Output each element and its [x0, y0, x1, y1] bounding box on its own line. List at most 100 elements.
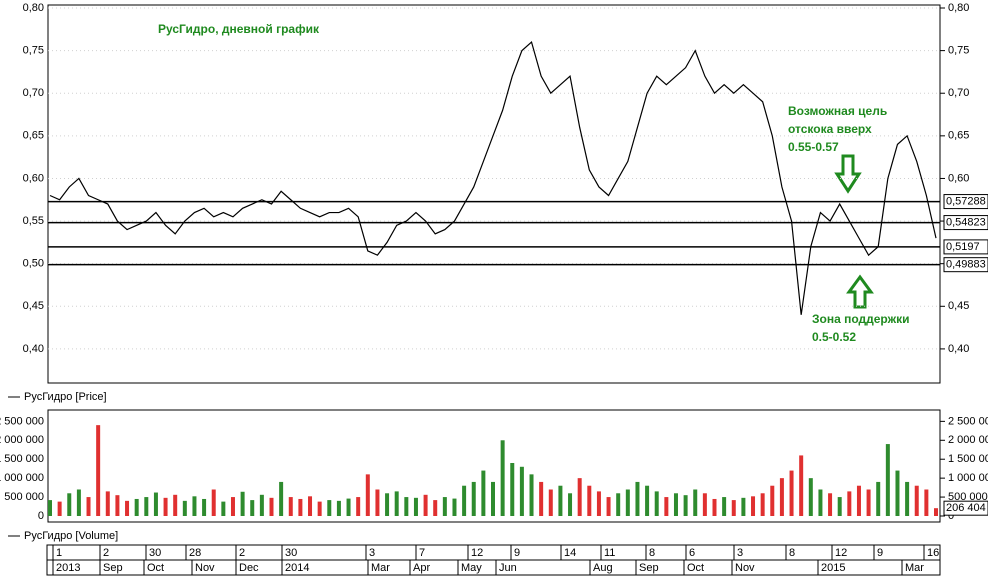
volume-bar — [895, 470, 900, 516]
period-label: Oct — [687, 562, 704, 574]
volume-bar — [57, 501, 62, 516]
period-label: Oct — [147, 562, 164, 574]
volume-bar — [914, 485, 919, 516]
legend-volume: РусГидро [Volume] — [24, 530, 118, 542]
volume-bar — [298, 498, 303, 516]
volume-bar — [192, 496, 197, 516]
volume-bar — [269, 497, 274, 516]
volume-bar — [539, 481, 544, 516]
volume-bar — [442, 497, 447, 516]
volume-bar — [722, 497, 727, 516]
day-label: 6 — [689, 547, 695, 559]
volume-bar — [577, 478, 582, 516]
volume-bar — [250, 500, 255, 516]
period-label: Jun — [499, 562, 517, 574]
y-tick-label: 0,75 — [23, 45, 44, 57]
y-tick-label: 0,55 — [23, 215, 44, 227]
volume-bar — [462, 485, 467, 516]
volume-bar — [924, 489, 929, 516]
level-label-box — [943, 239, 988, 255]
annotation: Зона поддержки — [812, 312, 910, 326]
period-label: Sep — [103, 562, 123, 574]
volume-bar — [654, 491, 659, 516]
volume-bar — [500, 440, 505, 516]
volume-bar — [616, 493, 621, 516]
volume-bar — [712, 498, 717, 516]
day-label: 1 — [56, 547, 62, 559]
y-tick-label: 0,45 — [948, 300, 969, 312]
volume-bar — [115, 495, 120, 516]
volume-bar — [818, 489, 823, 516]
volume-bar — [105, 491, 110, 516]
day-label: 2 — [239, 547, 245, 559]
volume-bar — [529, 474, 534, 516]
volume-bar — [356, 497, 361, 516]
volume-bar — [779, 478, 784, 516]
day-label: 12 — [471, 547, 483, 559]
volume-bar — [67, 493, 72, 516]
volume-bar — [808, 478, 813, 516]
day-label: 8 — [789, 547, 795, 559]
last-volume-label: 206 404 — [946, 502, 986, 514]
period-label: Sep — [639, 562, 659, 574]
annotation: 0.5-0.52 — [812, 330, 856, 344]
volume-bar — [279, 481, 284, 516]
volume-bar — [76, 489, 81, 516]
period-label: Nov — [735, 562, 755, 574]
y-tick-label: 0,60 — [948, 172, 969, 184]
volume-bar — [394, 491, 399, 516]
y-tick-label: 2 500 000 — [948, 415, 988, 427]
volume-bar — [48, 500, 52, 516]
volume-bar — [885, 444, 890, 516]
day-label: 8 — [649, 547, 655, 559]
volume-bar — [327, 500, 332, 516]
volume-bar — [905, 481, 910, 516]
volume-bar — [346, 498, 351, 516]
y-tick-label: 1 500 000 — [948, 453, 988, 465]
volume-bar — [673, 493, 678, 516]
volume-bar — [789, 470, 794, 516]
day-label: 7 — [419, 547, 425, 559]
y-tick-label: 0,70 — [948, 87, 969, 99]
annotation: 0.55-0.57 — [788, 140, 839, 154]
y-tick-label: 0,80 — [948, 2, 969, 14]
volume-bar — [760, 493, 765, 516]
volume-bar — [86, 497, 91, 516]
chart-title: РусГидро, дневной график — [158, 22, 320, 36]
period-label: Nov — [195, 562, 215, 574]
y-tick-label: 2 000 000 — [948, 434, 988, 446]
volume-bar — [587, 485, 592, 516]
volume-bar — [308, 496, 313, 516]
period-label: 2014 — [285, 562, 309, 574]
volume-bar — [664, 497, 669, 516]
volume-bar — [163, 497, 168, 516]
volume-bar — [153, 492, 158, 516]
volume-bar — [510, 463, 515, 516]
day-label: 9 — [877, 547, 883, 559]
legend-price: РусГидро [Price] — [24, 391, 107, 403]
volume-bar — [404, 497, 409, 516]
volume-bar — [702, 493, 707, 516]
volume-bar — [625, 489, 630, 516]
volume-bar — [365, 474, 370, 516]
volume-bar — [375, 489, 380, 516]
volume-bar — [693, 489, 698, 516]
day-label: 16 — [927, 547, 939, 559]
volume-bar — [731, 500, 736, 516]
volume-bar — [433, 500, 438, 516]
volume-bar — [413, 497, 418, 516]
y-tick-label: 0,50 — [23, 258, 44, 270]
volume-bar — [173, 494, 178, 516]
y-tick-label: 0,40 — [23, 343, 44, 355]
volume-bar — [683, 495, 688, 516]
volume-bar — [596, 491, 601, 516]
volume-bar — [741, 497, 746, 516]
y-tick-label: 0,70 — [23, 87, 44, 99]
volume-bar — [240, 491, 245, 516]
volume-bar — [221, 501, 226, 516]
level-label-box — [943, 194, 988, 210]
volume-bar — [211, 489, 216, 516]
period-label: 2015 — [821, 562, 845, 574]
